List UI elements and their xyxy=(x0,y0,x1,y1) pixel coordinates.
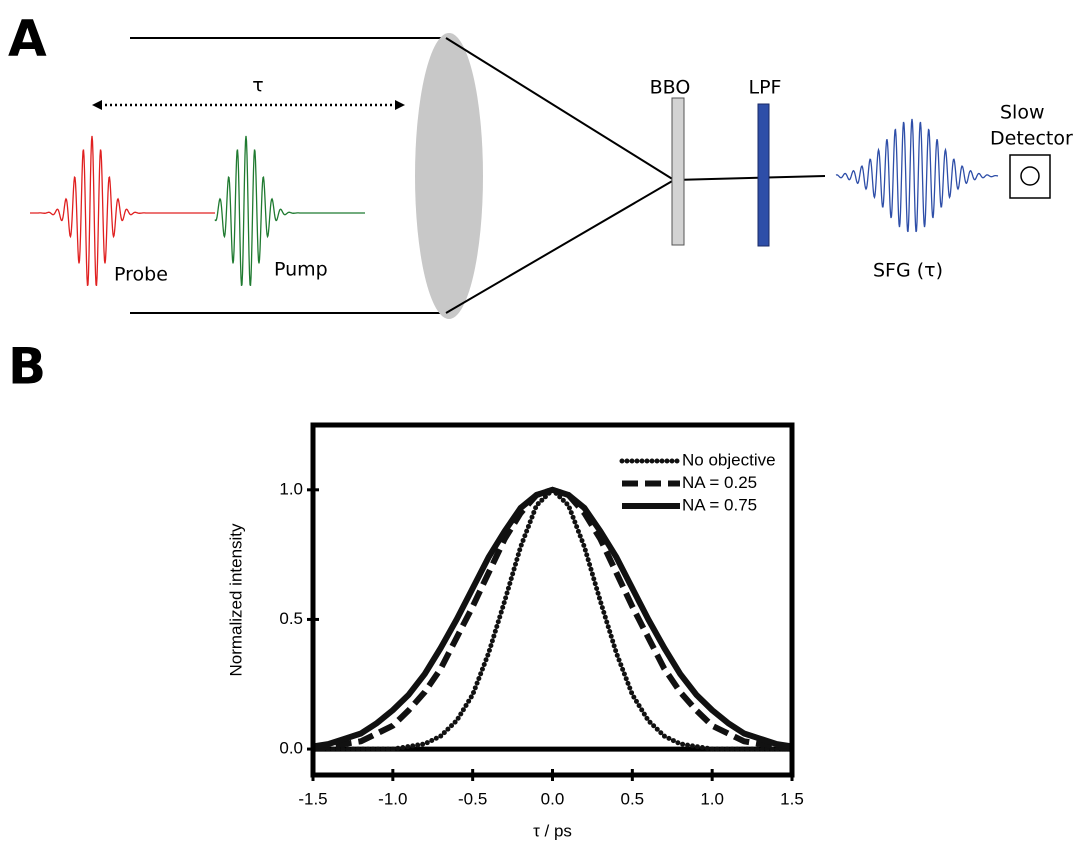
x-tick-label: 0.0 xyxy=(541,789,565,808)
bbo-label: BBO xyxy=(650,77,691,99)
detector-box xyxy=(1009,154,1051,199)
focus-ray xyxy=(445,179,675,314)
output-beam xyxy=(673,175,826,181)
lens xyxy=(415,33,483,319)
x-tick-label: 1.5 xyxy=(780,789,804,808)
pump-label: Pump xyxy=(274,259,328,281)
plot-frame xyxy=(310,422,795,778)
y-tick-label: 0.0 xyxy=(279,739,303,758)
pulses xyxy=(30,118,999,287)
x-tick-label: 0.5 xyxy=(621,789,645,808)
x-tick-label: -0.5 xyxy=(458,789,487,808)
lpf-filter xyxy=(757,103,770,247)
curve xyxy=(310,487,795,752)
legend-label: NA = 0.25 xyxy=(682,473,757,492)
pulse xyxy=(30,135,215,287)
delay-label: τ xyxy=(252,75,263,97)
detector-label: Slow xyxy=(1000,102,1045,124)
x-tick-label: 1.0 xyxy=(700,789,724,808)
y-tick-label: 0.5 xyxy=(279,609,303,628)
chart: 0.0 0.5 1.0 -1.5 -1.0 -0.5 0.0 0.5 1.0 1.5 No obje… xyxy=(226,422,804,840)
curve xyxy=(312,486,793,750)
probe-label: Probe xyxy=(114,264,168,286)
detector-label: Detector xyxy=(990,128,1073,150)
panel-label: B xyxy=(8,338,46,396)
legend-label: No objective xyxy=(682,450,776,469)
pulse xyxy=(835,118,999,233)
panel-label: A xyxy=(8,10,47,68)
x-tick-label: -1.0 xyxy=(378,789,407,808)
sfg-label: SFG (τ) xyxy=(873,260,943,282)
arrow-heads xyxy=(92,100,405,110)
lpf-label: LPF xyxy=(749,77,782,99)
legend-label: NA = 0.75 xyxy=(682,495,757,514)
y-axis-label: Normalized intensity xyxy=(226,523,245,677)
bbo-crystal xyxy=(671,97,685,246)
x-tick-label: -1.5 xyxy=(298,789,327,808)
x-axis-label: τ / ps xyxy=(533,821,572,840)
optics-diagram xyxy=(92,33,1051,319)
pulse xyxy=(214,135,365,287)
y-tick-label: 1.0 xyxy=(279,479,303,498)
focus-ray xyxy=(445,37,675,181)
detector-icon xyxy=(1020,166,1040,186)
curve xyxy=(312,486,793,753)
